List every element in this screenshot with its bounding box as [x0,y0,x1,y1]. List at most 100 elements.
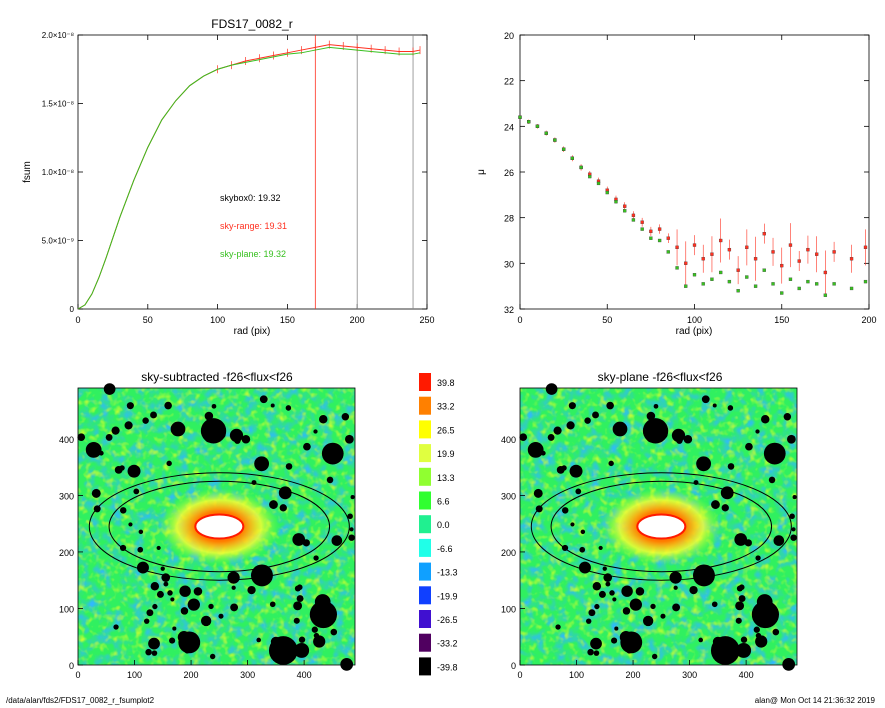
colorbar-swatch [419,467,431,486]
masked-source [270,636,281,647]
mu-ylabel: μ [476,169,487,175]
masked-source [622,607,631,615]
fsum-ylabel: fsum [22,161,33,183]
sky-subtracted-ticks: 00 100 100 200 200 300 300 400 400 [59,435,312,680]
masked-source [311,626,318,633]
masked-source [761,415,770,424]
mu-point-green [692,273,697,277]
masked-source [727,405,734,411]
fsum-ticks: 0 50 100 150 200 250 0 5.0×10⁻⁹ 1.0×10⁻⁸ 1.5×10⁻⁸… [42,31,435,325]
masked-source [105,433,113,441]
mu-point-red [806,247,810,252]
masked-source [170,421,186,437]
sky-plane-image [519,383,798,671]
masked-source [193,587,203,596]
masked-source [721,504,729,512]
fsum-xtick-label: 0 [75,315,80,325]
colorbar-swatch [419,420,431,439]
masked-source [127,464,141,478]
masked-source [789,513,795,520]
mu-point-green [762,268,766,272]
mu-point-green [780,291,784,295]
masked-source [629,598,642,611]
mu-ytick-label: 20 [504,31,514,41]
colorbar-swatch [419,633,431,652]
masked-source [735,601,745,611]
masked-source [161,573,171,582]
masked-source [137,546,144,553]
sky-subtracted-image [77,383,356,671]
mu-point-green [815,282,819,286]
mu-point-green [666,250,670,254]
masked-source [738,595,746,603]
masked-source [146,609,154,617]
masked-source [230,603,239,612]
mu-ticks: 0 50 100 150 200 20 22 24 26 28 30 32 [504,31,877,325]
fsum-vlines [314,35,414,309]
masked-source [341,412,350,421]
mu-point-green [588,174,592,179]
masked-source [321,442,344,465]
image-xtick-label: 200 [184,670,199,680]
masked-source [326,476,334,484]
mu-point-green [736,289,740,293]
masked-source [672,603,681,612]
mu-ytick-label: 32 [504,305,514,315]
masked-source [646,411,656,421]
masked-source [256,637,262,643]
colorbar-swatch [419,373,431,391]
mu-point-red [745,245,749,250]
mu-point-red [815,252,819,256]
masked-source [693,480,699,486]
masked-source [148,637,160,650]
masked-source [251,480,257,486]
mu-point-green [753,284,758,288]
fsum-ytick-label: 0 [70,305,75,314]
masked-source [602,566,607,571]
masked-source [735,617,742,624]
mu-xtick-label: 0 [517,315,522,325]
masked-source [734,533,748,546]
masked-source [772,628,780,636]
mu-point-red [701,257,705,261]
masked-source [592,411,599,419]
masked-source [712,636,723,647]
colorbar-label: 19.9 [437,449,455,459]
sky-plane-title: sky-plane -f26<flux<f26 [598,370,723,384]
annotation-sky-range: sky-range: 19.31 [220,221,287,231]
image-ytick-label: 200 [501,548,516,558]
masked-source [292,533,306,546]
mu-point-red [753,257,758,261]
masked-source [349,527,354,532]
colorbar-label: 26.5 [437,425,455,435]
masked-source [569,464,583,478]
masked-source [164,401,172,410]
masked-source [303,442,311,451]
image-xtick-label: 0 [75,670,80,680]
masked-source [533,488,543,498]
masked-source [209,653,216,660]
mu-point-red [649,229,653,234]
masked-source [77,433,86,441]
fsum-xtick-label: 250 [419,315,434,325]
annotation-sky-plane: sky-plane: 19.32 [220,249,286,259]
image-frame [77,387,356,666]
mu-point-red [823,270,828,275]
image-xtick-label: 100 [127,670,142,680]
sky-subtracted-panel: sky-subtracted -f26<flux<f26 00 100 100 200… [59,370,356,680]
masked-source [151,650,158,656]
mu-ytick-label: 30 [504,259,514,269]
masked-source [294,643,310,658]
image-xtick-label: 300 [240,670,255,680]
colorbar-label: -13.3 [437,568,458,578]
masked-source [696,456,712,472]
masked-source [575,488,582,495]
mu-point-red [736,268,740,272]
mu-xtick-label: 50 [602,315,612,325]
masked-source [751,600,780,629]
masked-source [91,488,101,498]
colorbar: 39.8 33.2 26.5 19.9 13.3 6.6 0.0 -6.6 -13.3 -19.9… [419,373,458,676]
masked-source [642,418,669,444]
fsum-ytick-label: 5.0×10⁻⁹ [42,237,74,246]
